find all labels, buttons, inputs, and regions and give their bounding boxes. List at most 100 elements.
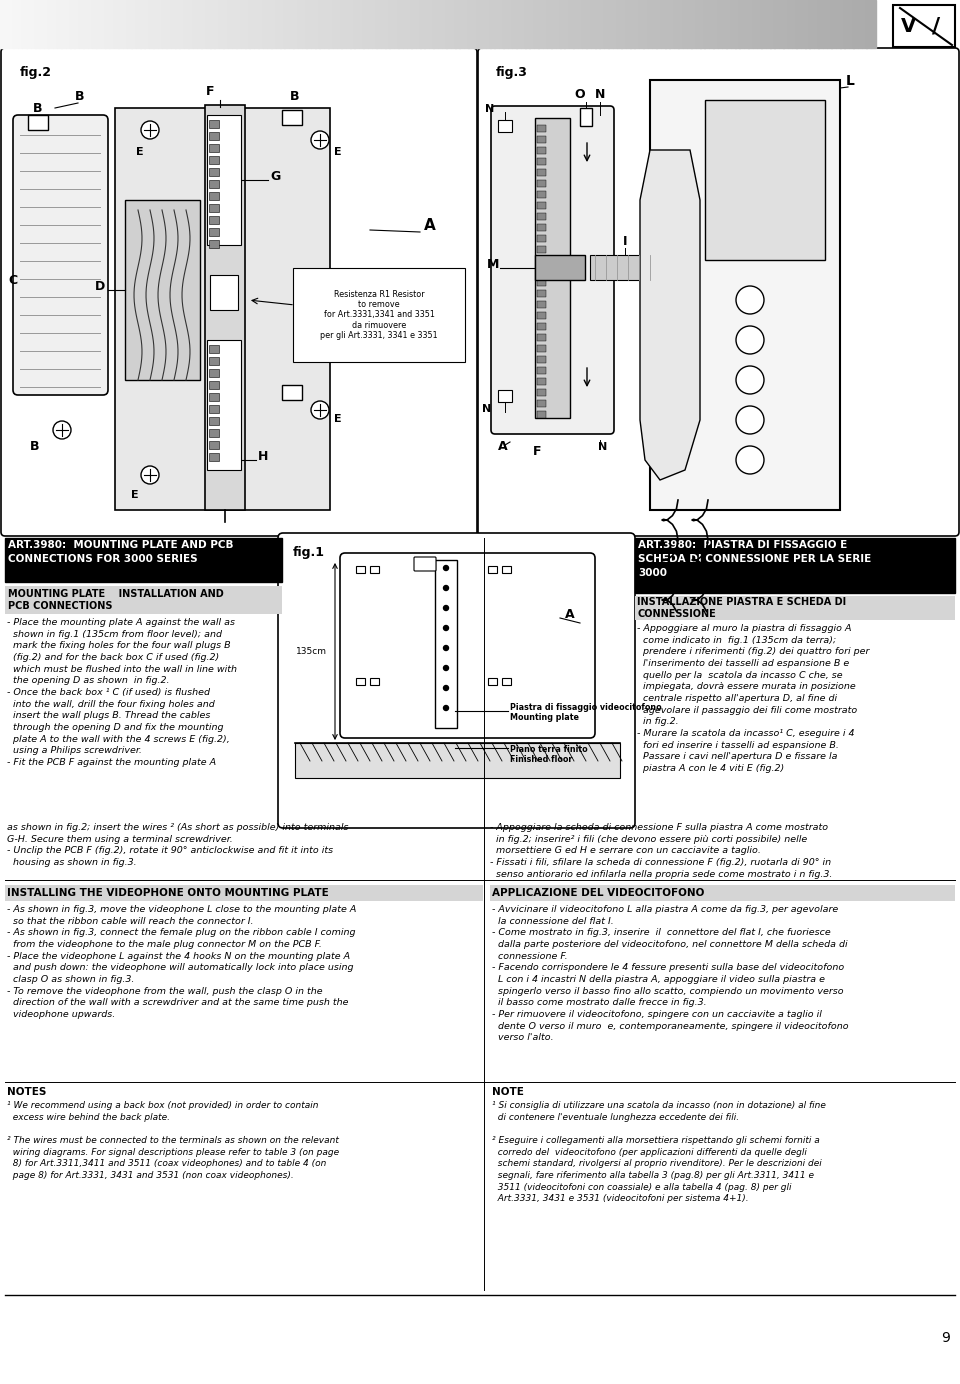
- Text: I: I: [623, 235, 627, 248]
- Bar: [144, 0, 149, 48]
- Bar: [380, 0, 386, 48]
- Bar: [727, 0, 732, 48]
- Bar: [315, 0, 320, 48]
- Bar: [92, 0, 97, 48]
- Bar: [5, 585, 282, 614]
- Bar: [267, 0, 272, 48]
- Circle shape: [444, 685, 448, 691]
- Bar: [537, 311, 546, 318]
- Bar: [744, 0, 749, 48]
- Text: D: D: [95, 280, 106, 293]
- Bar: [79, 0, 84, 48]
- Bar: [539, 0, 543, 48]
- Bar: [705, 0, 709, 48]
- Polygon shape: [115, 108, 330, 509]
- Bar: [446, 0, 451, 48]
- Circle shape: [444, 566, 448, 570]
- Bar: [207, 115, 241, 245]
- Bar: [209, 203, 219, 212]
- Bar: [416, 0, 420, 48]
- Bar: [109, 0, 114, 48]
- Text: - Appoggiare al muro la piastra di fissaggio A
  come indicato in  fig.1 (135cm : - Appoggiare al muro la piastra di fissa…: [637, 624, 870, 772]
- Text: B: B: [290, 90, 300, 102]
- Bar: [580, 108, 592, 126]
- Bar: [862, 0, 867, 48]
- Bar: [320, 0, 324, 48]
- Bar: [289, 0, 294, 48]
- Circle shape: [311, 401, 329, 419]
- Text: A: A: [565, 608, 575, 621]
- Bar: [871, 0, 876, 48]
- Bar: [450, 0, 455, 48]
- Bar: [537, 300, 546, 309]
- Text: Piastra di fissaggio videocitofono
Mounting plate: Piastra di fissaggio videocitofono Mount…: [510, 703, 661, 722]
- Bar: [210, 0, 215, 48]
- Bar: [65, 0, 70, 48]
- Bar: [796, 0, 802, 48]
- Bar: [739, 0, 744, 48]
- Bar: [132, 0, 136, 48]
- Circle shape: [53, 421, 71, 439]
- Bar: [490, 884, 955, 901]
- Bar: [223, 0, 228, 48]
- Bar: [537, 180, 546, 187]
- Bar: [149, 0, 154, 48]
- Bar: [328, 0, 333, 48]
- Bar: [512, 0, 516, 48]
- Bar: [488, 678, 497, 685]
- Circle shape: [444, 666, 448, 670]
- Bar: [209, 357, 219, 365]
- Bar: [845, 0, 850, 48]
- Bar: [210, 275, 238, 310]
- Text: L: L: [846, 73, 854, 89]
- Text: ¹ We recommend using a back box (not provided) in order to contain
  excess wire: ¹ We recommend using a back box (not pro…: [7, 1102, 339, 1181]
- Bar: [9, 0, 13, 48]
- Bar: [683, 0, 687, 48]
- Bar: [385, 0, 390, 48]
- Text: INSTALLAZIONE PIASTRA E SCHEDA DI
CONNESSIONE: INSTALLAZIONE PIASTRA E SCHEDA DI CONNES…: [637, 598, 846, 619]
- Bar: [708, 0, 713, 48]
- Bar: [481, 0, 486, 48]
- Bar: [809, 0, 814, 48]
- Bar: [282, 109, 302, 125]
- Text: E: E: [132, 490, 139, 500]
- Circle shape: [736, 446, 764, 473]
- Bar: [262, 0, 268, 48]
- Text: as shown in fig.2; insert the wires ² (As short as possible) into terminals
G-H.: as shown in fig.2; insert the wires ² (A…: [7, 823, 348, 866]
- Bar: [801, 0, 805, 48]
- Bar: [118, 0, 123, 48]
- Bar: [356, 678, 365, 685]
- Bar: [394, 0, 398, 48]
- Bar: [686, 0, 692, 48]
- Bar: [280, 0, 285, 48]
- Bar: [424, 0, 429, 48]
- Bar: [209, 216, 219, 224]
- Bar: [209, 417, 219, 425]
- Text: F: F: [205, 84, 214, 98]
- Bar: [127, 0, 132, 48]
- Bar: [363, 0, 368, 48]
- Bar: [717, 0, 722, 48]
- Bar: [205, 105, 245, 509]
- Bar: [171, 0, 176, 48]
- Bar: [535, 255, 585, 280]
- Bar: [621, 0, 626, 48]
- Bar: [502, 566, 511, 573]
- Bar: [542, 0, 547, 48]
- Bar: [250, 0, 254, 48]
- Bar: [537, 136, 546, 143]
- Circle shape: [311, 131, 329, 149]
- Polygon shape: [640, 149, 700, 480]
- Bar: [537, 257, 546, 264]
- Bar: [258, 0, 263, 48]
- Bar: [840, 0, 845, 48]
- Bar: [166, 0, 171, 48]
- Bar: [209, 370, 219, 376]
- Text: C: C: [8, 274, 17, 286]
- Bar: [209, 192, 219, 201]
- Bar: [787, 0, 792, 48]
- Bar: [626, 0, 631, 48]
- Bar: [857, 0, 862, 48]
- Bar: [205, 0, 210, 48]
- Bar: [402, 0, 407, 48]
